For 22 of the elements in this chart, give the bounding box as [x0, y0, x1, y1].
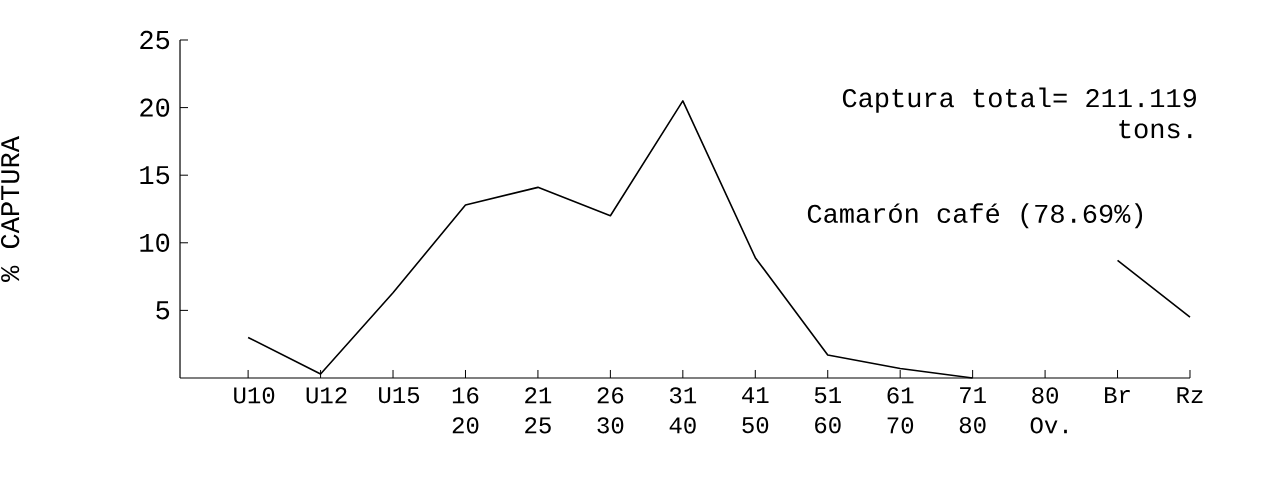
y-tick-label: 25 [140, 30, 170, 50]
x-tick-label: 61 70 [887, 387, 914, 434]
annotation: Captura total= 211.119 tons. [842, 87, 1196, 139]
y-tick-label: 10 [140, 233, 170, 252]
y-tick-label: 15 [140, 166, 170, 185]
x-tick-label: 31 40 [669, 387, 697, 434]
x-tick-label: U10 [234, 387, 275, 404]
y-tick-label: 20 [140, 98, 170, 117]
x-tick-label: 41 50 [742, 387, 769, 434]
x-tick-label: 26 30 [597, 387, 624, 434]
x-tick-label: 80 Ov. [1030, 387, 1067, 434]
x-tick-label: U12 [306, 387, 347, 404]
y-axis-title: % CAPTURA [0, 136, 20, 282]
x-tick-label: U15 [379, 387, 420, 404]
x-tick-label: Br [1105, 387, 1130, 403]
x-tick-label: 21 25 [525, 387, 552, 434]
annotation: Camarón café (78.69%) [807, 203, 1143, 229]
x-tick-label: 16 20 [452, 387, 479, 434]
x-tick-label: Rz [1177, 387, 1203, 403]
x-tick-label: 71 80 [959, 387, 986, 434]
y-tick-label: 5 [156, 301, 170, 320]
x-tick-label: 51 60 [814, 387, 841, 434]
